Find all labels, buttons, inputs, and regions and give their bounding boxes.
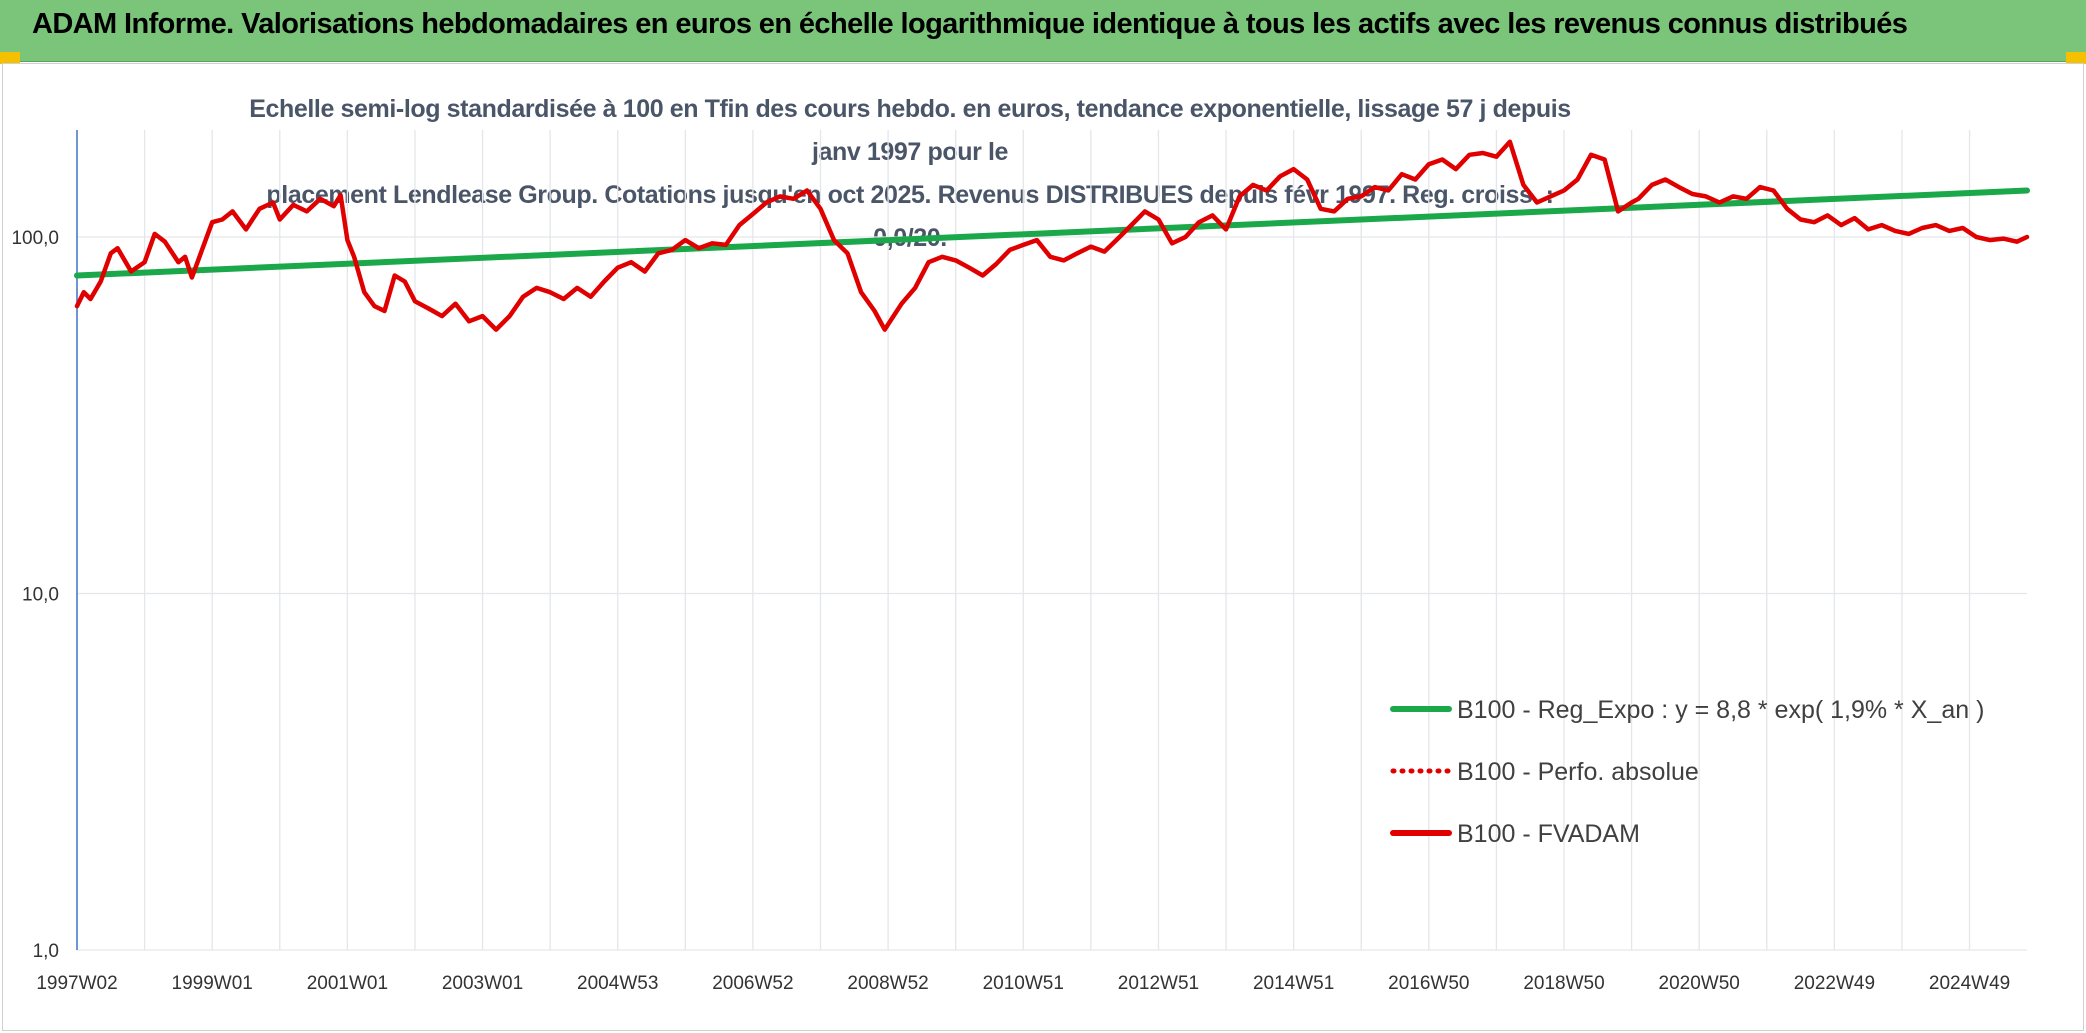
x-tick-label: 2022W49 [1794,973,1875,994]
y-tick-label: 1,0 [33,941,59,962]
x-tick-label: 2001W01 [307,973,388,994]
gridlines [76,130,2027,951]
series-line-2 [74,139,2030,332]
x-tick-label: 2024W49 [1929,973,2010,994]
chart-subtitle-line-1: Echelle semi-log standardisée à 100 en T… [249,95,1571,166]
x-tick-label: 2006W52 [712,973,793,994]
legend-label-2: B100 - FVADAM [1457,820,1640,848]
x-tick-label: 2018W50 [1523,973,1604,994]
axes: 1,0 10,0 100,0 1997W02 1999W01 2001W01 2003W01… [11,130,2010,994]
chart-frame [2,63,2084,1031]
corner-marker-top-right [2066,52,2086,64]
y-tick-label: 100,0 [11,228,59,249]
legend: B100 - Reg_Expo : y = 8,8 * exp( 1,9% * … [1390,696,1984,848]
page-title: ADAM Informe. Valorisations hebdomadaire… [32,8,1908,40]
x-tick-label: 2010W51 [983,973,1064,994]
y-tick-label: 10,0 [22,585,59,606]
series-lines [74,139,2030,332]
series-line-0 [74,187,2030,279]
x-tick-label: 2016W50 [1388,973,1469,994]
legend-label-1: B100 - Perfo. absolue [1457,758,1699,786]
x-tick-label: 2012W51 [1118,973,1199,994]
x-tick-label: 1999W01 [172,973,253,994]
x-tick-label: 2008W52 [847,973,928,994]
x-tick-label: 2020W50 [1659,973,1740,994]
header-banner: ADAM Informe. Valorisations hebdomadaire… [0,0,2086,62]
x-tick-label: 2014W51 [1253,973,1334,994]
corner-marker-top-left [0,52,20,64]
x-tick-label: 2004W53 [577,973,658,994]
legend-label-0: B100 - Reg_Expo : y = 8,8 * exp( 1,9% * … [1457,696,1984,724]
x-tick-label: 2003W01 [442,973,523,994]
x-tick-label: 1997W02 [36,973,117,994]
